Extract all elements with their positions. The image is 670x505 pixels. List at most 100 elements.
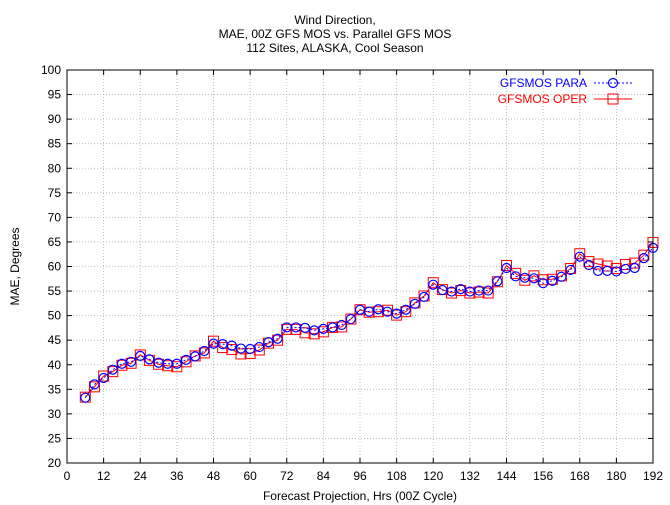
data-point-oper	[88, 381, 100, 393]
data-point-oper	[620, 259, 632, 271]
data-point-para	[263, 337, 274, 348]
data-point-para	[574, 251, 585, 262]
x-tick-label: 156	[533, 469, 553, 483]
data-point-para	[107, 364, 118, 375]
data-point-oper	[116, 359, 128, 371]
data-point-oper	[501, 260, 512, 272]
data-point-para	[327, 322, 338, 333]
data-point-para	[583, 259, 595, 271]
data-point-para	[144, 354, 155, 365]
chart-title-line-2: MAE, 00Z GFS MOS vs. Parallel GFS MOS	[218, 27, 452, 41]
y-tick-label: 30	[48, 407, 62, 421]
data-point-para	[336, 319, 347, 331]
x-tick-label: 96	[353, 469, 367, 483]
data-point-para	[611, 266, 622, 277]
data-point-para	[226, 340, 237, 351]
legend-label: GFSMOS PARA	[500, 76, 587, 90]
x-tick-label: 48	[207, 469, 221, 483]
y-tick-label: 80	[48, 161, 62, 175]
data-point-oper	[427, 277, 439, 289]
data-point-para	[528, 273, 540, 284]
data-point-oper	[638, 249, 650, 261]
x-tick-label: 168	[570, 469, 590, 483]
y-tick-label: 70	[48, 210, 62, 224]
data-point-para	[547, 275, 558, 286]
data-point-para	[538, 278, 549, 289]
data-point-oper	[391, 309, 403, 321]
y-tick-label: 45	[48, 333, 62, 347]
x-axis-title: Forecast Projection, Hrs (00Z Cycle)	[263, 489, 457, 503]
series-oper-line	[84, 242, 654, 398]
data-point-para	[446, 286, 457, 297]
series-para	[80, 242, 659, 403]
data-point-oper	[244, 347, 256, 359]
x-tick-label: 60	[243, 469, 257, 483]
data-point-para	[180, 354, 192, 365]
grid-layer	[67, 70, 653, 463]
chart-title-line-3: 112 Sites, ALASKA, Cool Season	[246, 41, 424, 55]
x-tick-label: 180	[606, 469, 626, 483]
y-tick-label: 20	[48, 456, 62, 470]
y-tick-label: 95	[48, 88, 62, 102]
data-point-oper	[235, 348, 247, 360]
data-point-para	[89, 379, 100, 390]
x-tick-label: 132	[460, 469, 480, 483]
series-layer	[79, 236, 659, 403]
x-tick-label: 0	[64, 469, 71, 483]
legend-label: GFSMOS OPER	[498, 92, 588, 106]
series-para-line	[84, 247, 654, 398]
data-point-oper	[98, 370, 110, 382]
chart-title-line-1: Wind Direction,	[294, 13, 376, 27]
legend: GFSMOS PARA GFSMOS OPER	[498, 76, 632, 106]
y-tick-label: 75	[48, 186, 62, 200]
data-point-para	[98, 372, 109, 384]
y-tick-label: 50	[48, 309, 62, 323]
y-tick-label: 85	[48, 137, 62, 151]
data-point-para	[592, 265, 604, 277]
y-tick-label: 60	[48, 260, 62, 274]
data-point-oper	[198, 347, 210, 359]
y-tick-label: 25	[48, 431, 62, 445]
data-point-para	[345, 313, 356, 325]
y-axis-title: MAE, Degrees	[8, 227, 22, 305]
data-point-para	[455, 283, 466, 295]
legend-marker-circle	[607, 77, 619, 89]
data-point-para	[135, 350, 146, 362]
data-point-oper	[574, 248, 586, 260]
data-point-oper	[107, 366, 119, 378]
data-point-oper	[565, 262, 577, 274]
data-point-para	[400, 304, 411, 315]
x-tick-label: 12	[97, 469, 111, 483]
data-point-para	[171, 358, 182, 369]
data-point-para	[556, 271, 567, 282]
data-point-para	[492, 276, 503, 287]
data-point-oper	[308, 328, 320, 340]
data-point-para	[565, 264, 576, 276]
x-tick-label: 72	[280, 469, 294, 483]
data-point-para	[299, 322, 311, 334]
y-tick-label: 40	[48, 358, 62, 372]
x-tick-label: 108	[387, 469, 407, 483]
data-point-para	[364, 306, 375, 317]
x-tick-label: 120	[423, 469, 443, 483]
series-oper	[79, 236, 659, 403]
data-point-para	[391, 308, 402, 319]
data-point-para	[638, 253, 649, 264]
legend-marker-square	[607, 93, 619, 105]
y-tick-label: 35	[48, 382, 62, 396]
data-point-para	[483, 285, 494, 296]
x-tick-label: 24	[134, 469, 148, 483]
y-tick-label: 65	[48, 235, 62, 249]
data-point-para	[272, 333, 283, 344]
data-point-para	[254, 341, 265, 353]
y-tick-label: 55	[48, 284, 62, 298]
data-point-para	[409, 298, 421, 309]
tick-layer: 20 25 30 35 40 45 50 55 60 65 70 75 80 85 90 95 100 0 12 24…	[41, 63, 663, 483]
data-point-para	[501, 262, 512, 274]
x-tick-label: 84	[317, 469, 331, 483]
data-point-para	[373, 304, 384, 315]
data-point-para	[125, 356, 137, 367]
data-point-oper	[510, 267, 522, 279]
